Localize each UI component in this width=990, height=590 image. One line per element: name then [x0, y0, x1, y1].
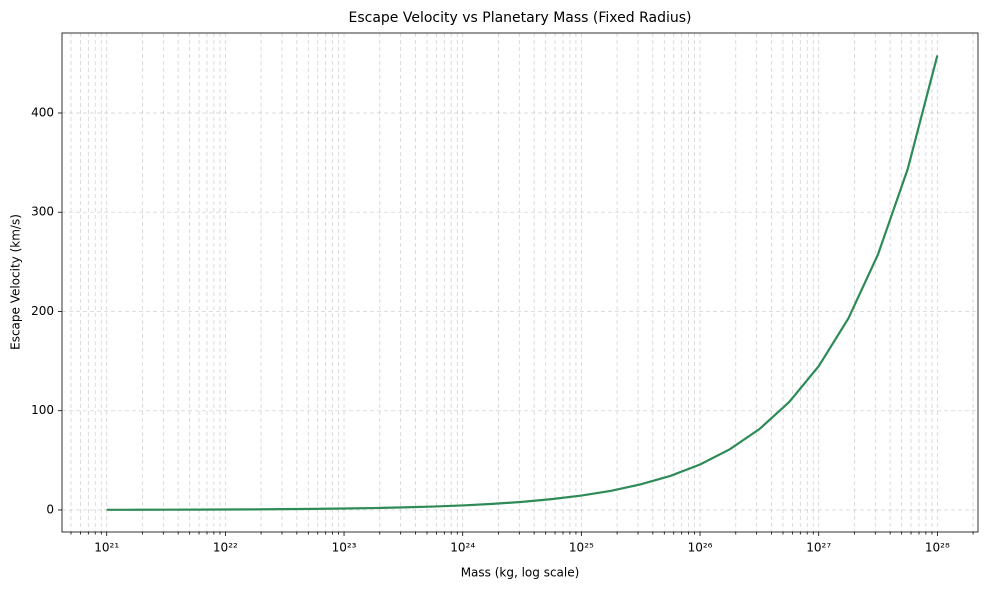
x-tick-label: 10²³ [332, 541, 357, 555]
x-tick-label: 10²⁴ [450, 541, 475, 555]
y-tick-label: 200 [31, 304, 54, 318]
y-axis-label: Escape Velocity (km/s) [9, 214, 23, 350]
x-tick-label: 10²⁸ [925, 541, 950, 555]
plot-frame [61, 32, 979, 533]
chart-title: Escape Velocity vs Planetary Mass (Fixed… [348, 10, 691, 26]
y-tick-label: 100 [31, 403, 54, 417]
y-tick-label: 300 [31, 205, 54, 219]
x-axis-label: Mass (kg, log scale) [461, 566, 580, 580]
x-tick-label: 10²¹ [94, 541, 119, 555]
y-tick-label: 400 [31, 105, 54, 119]
x-tick-label: 10²⁵ [569, 541, 594, 555]
y-tick-label: 0 [46, 502, 54, 516]
x-tick-label: 10²⁷ [806, 541, 831, 555]
x-tick-label: 10²⁶ [688, 541, 713, 555]
x-tick-label: 10²² [213, 541, 238, 555]
line [106, 55, 939, 511]
